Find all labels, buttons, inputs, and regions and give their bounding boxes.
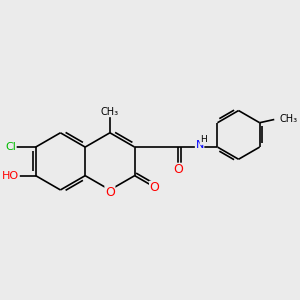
- Text: O: O: [174, 163, 183, 176]
- Text: CH₃: CH₃: [101, 107, 119, 117]
- Text: HO: HO: [2, 171, 19, 181]
- Text: O: O: [150, 181, 160, 194]
- Text: CH₃: CH₃: [279, 115, 297, 124]
- Text: H: H: [200, 135, 207, 144]
- Text: Cl: Cl: [5, 142, 16, 152]
- Text: O: O: [105, 186, 115, 199]
- Text: N: N: [195, 140, 204, 151]
